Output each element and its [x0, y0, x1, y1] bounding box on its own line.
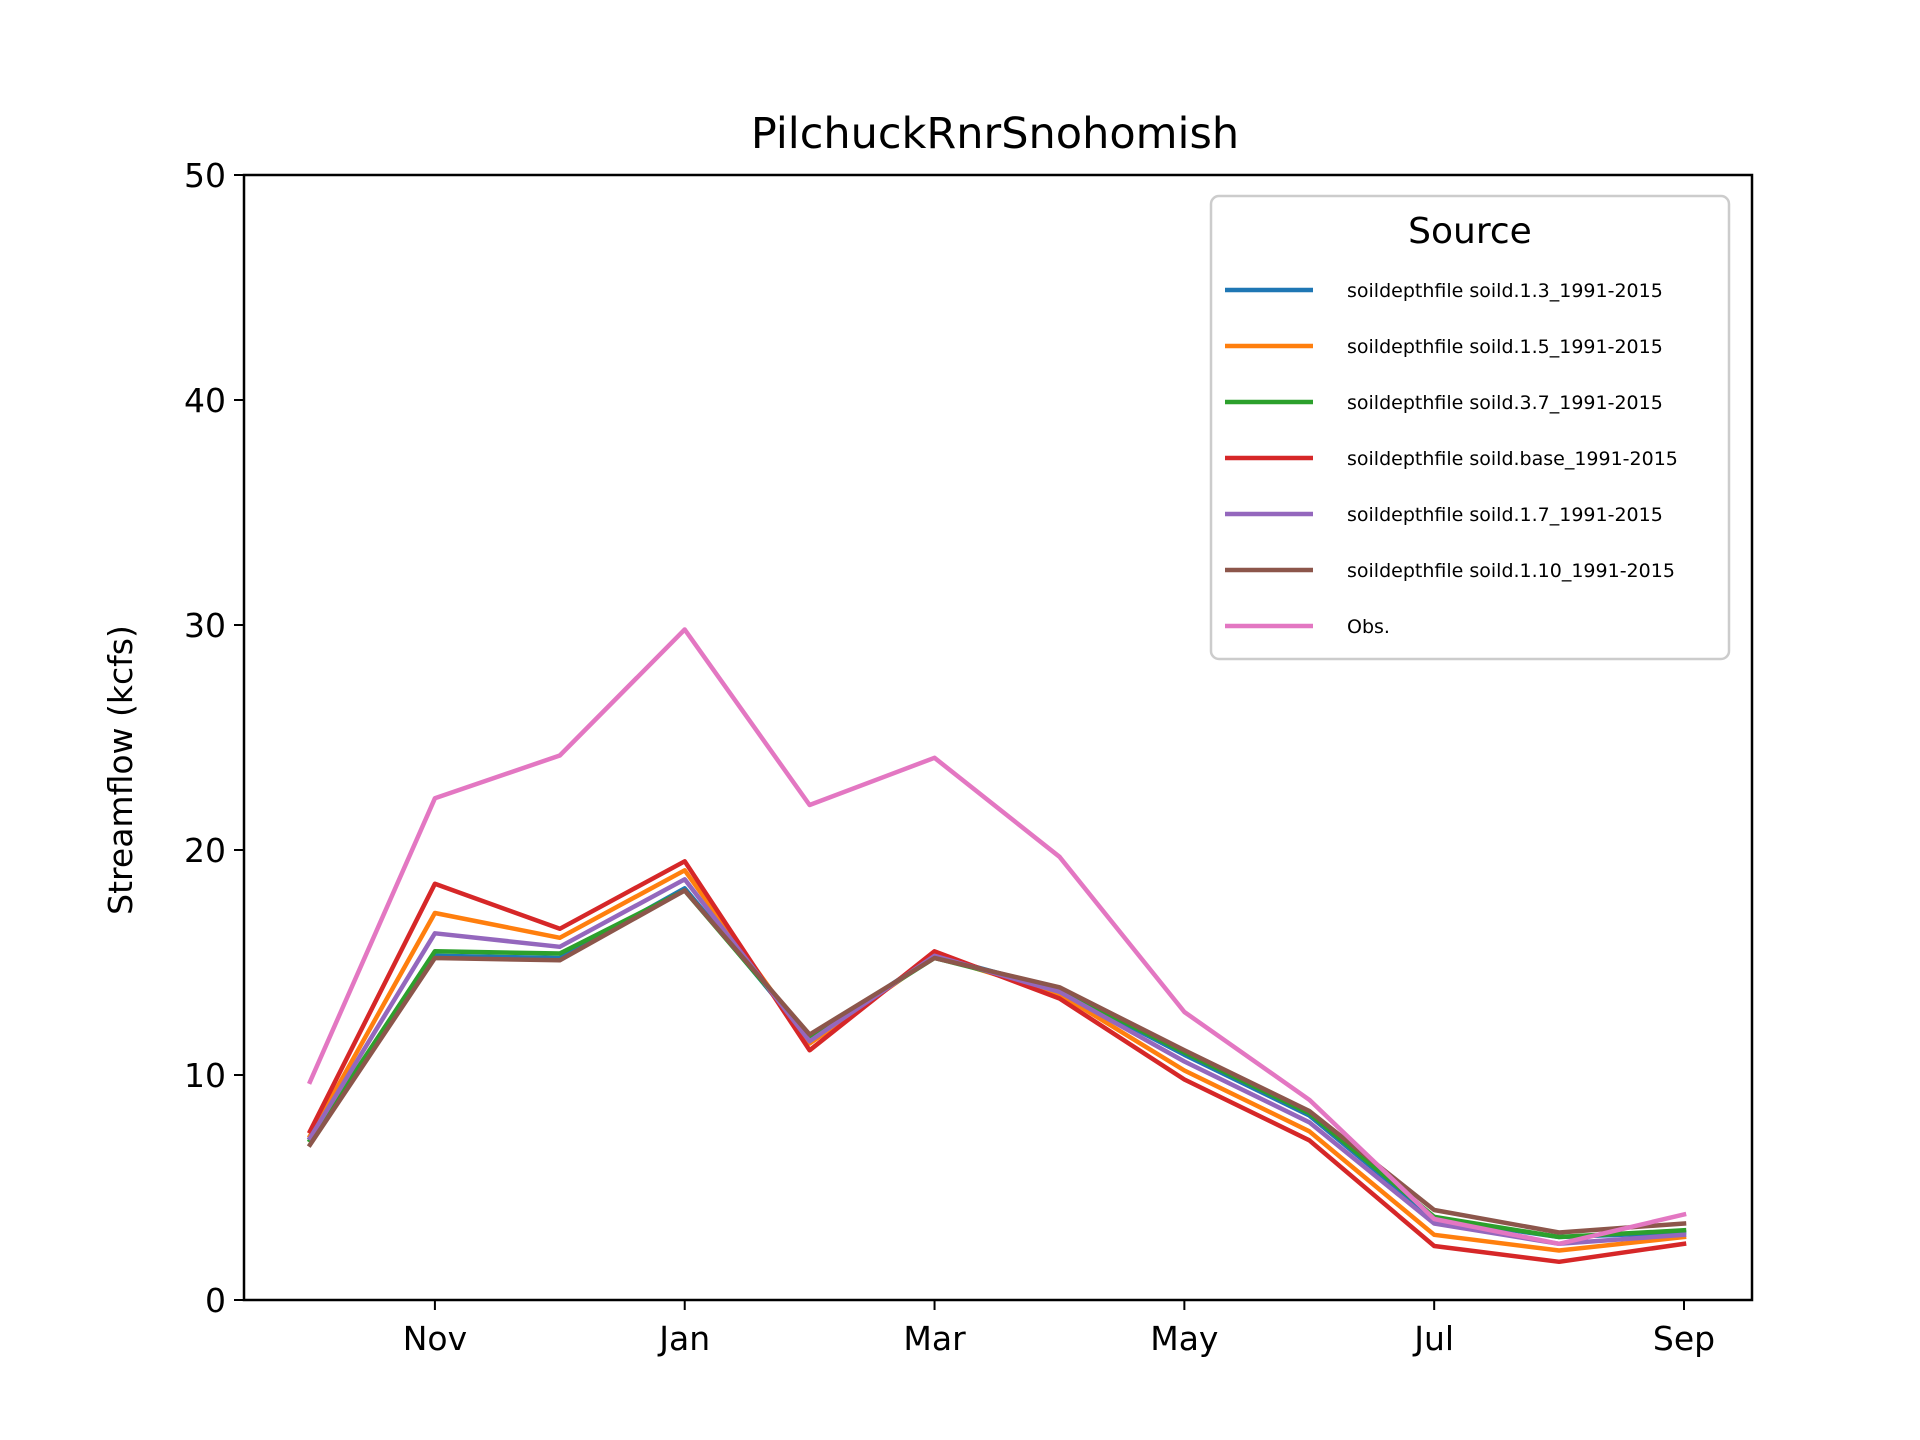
legend-label: soildepthfile soild.3.7_1991-2015	[1347, 392, 1663, 414]
x-tick-label: Nov	[403, 1319, 467, 1358]
x-tick-label: May	[1150, 1319, 1218, 1358]
series-line-6	[307, 627, 1687, 1247]
series-layer	[306, 627, 1687, 1265]
y-tick-label: 30	[184, 606, 226, 645]
y-tick-label: 0	[205, 1281, 226, 1320]
legend-label: soildepthfile soild.base_1991-2015	[1347, 448, 1678, 470]
legend-label: soildepthfile soild.1.7_1991-2015	[1347, 504, 1663, 526]
chart-title: PilchuckRnrSnohomish	[751, 109, 1239, 159]
legend-label: soildepthfile soild.1.3_1991-2015	[1347, 280, 1663, 302]
x-tick-label: Mar	[903, 1319, 966, 1358]
y-axis: 0 10 20 30 40 50	[184, 156, 244, 1320]
y-axis-label: Streamflow (kcfs)	[101, 625, 140, 915]
x-tick-label: Sep	[1653, 1319, 1715, 1358]
legend: Source soildepthfile soild.1.3_1991-2015…	[1209, 194, 1731, 661]
series-line-5	[306, 888, 1687, 1235]
y-tick-label: 50	[184, 156, 226, 195]
y-tick-label: 20	[184, 831, 226, 870]
x-tick-label: Jul	[1412, 1319, 1454, 1358]
legend-title: Source	[1408, 211, 1532, 252]
x-axis: Nov Jan Mar May Jul Sep	[403, 1300, 1715, 1358]
legend-items: soildepthfile soild.1.3_1991-2015soildep…	[1225, 280, 1678, 638]
plot-frame	[242, 173, 1754, 1302]
legend-label: Obs.	[1347, 616, 1390, 638]
y-tick-label: 10	[184, 1056, 226, 1095]
x-tick-label: Jan	[657, 1319, 710, 1358]
legend-label: soildepthfile soild.1.5_1991-2015	[1347, 336, 1663, 358]
legend-box	[1209, 194, 1731, 661]
legend-label: soildepthfile soild.1.10_1991-2015	[1347, 560, 1675, 582]
y-tick-label: 40	[184, 381, 226, 420]
